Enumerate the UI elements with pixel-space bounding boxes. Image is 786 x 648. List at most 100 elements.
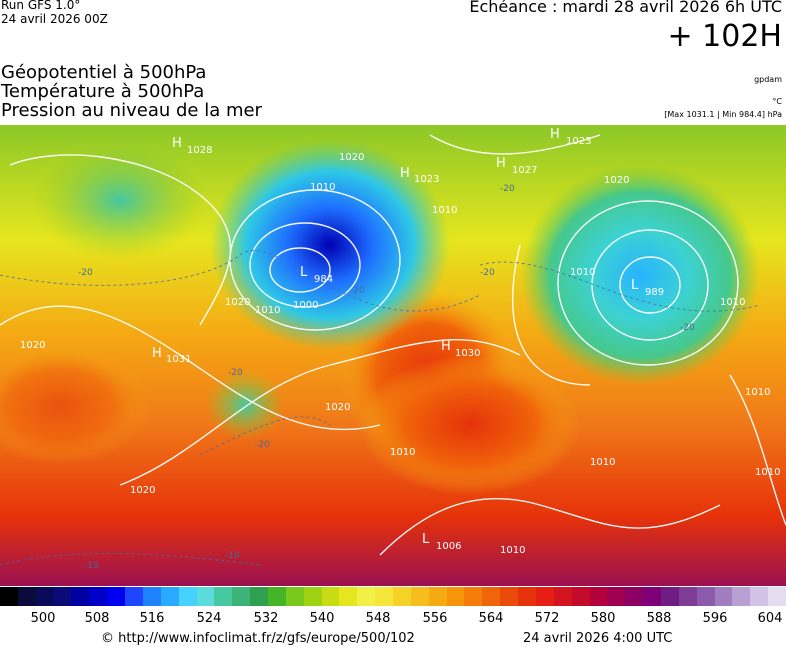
- scale-tick: 596: [702, 611, 728, 626]
- scale-swatch: [71, 587, 90, 606]
- unit-temperature: °C: [772, 97, 782, 106]
- scale-swatch: [303, 587, 323, 606]
- scale-swatch: [53, 587, 72, 606]
- pressure-center-value: 1028: [187, 145, 212, 156]
- isobar-label: 1010: [745, 387, 770, 398]
- scale-swatch: [0, 587, 19, 606]
- scale-tick: 604: [757, 611, 783, 626]
- scale-tick: 516: [139, 611, 165, 626]
- pressure-center-type: H: [172, 136, 182, 151]
- scale-swatch: [250, 587, 269, 606]
- copyright-url: © http://www.infoclimat.fr/z/gfs/europe/…: [101, 631, 415, 646]
- scale-swatch: [750, 587, 769, 606]
- scale-swatch: [125, 587, 144, 606]
- scale-tick: 548: [365, 611, 391, 626]
- scale-swatch: [428, 587, 448, 606]
- isobar-label: 1010: [755, 467, 780, 478]
- pressure-center-type: H: [400, 166, 410, 181]
- scale-swatch: [482, 587, 501, 606]
- pressure-range: [Max 1031.1 | Min 984.4] hPa: [664, 110, 782, 119]
- scale-swatch: [393, 587, 412, 606]
- scale-swatch: [160, 587, 180, 606]
- scale-swatch: [535, 587, 555, 606]
- pressure-center-type: H: [496, 156, 506, 171]
- scale-swatch: [518, 587, 537, 606]
- scale-tick: 572: [534, 611, 560, 626]
- forecast-lead-time: + 102H: [667, 19, 783, 54]
- scale-swatch: [375, 587, 394, 606]
- scale-tick: 508: [84, 611, 110, 626]
- scale-tick: 580: [590, 611, 616, 626]
- pressure-center-type: L: [300, 265, 308, 280]
- isobar-label: 1000: [293, 300, 318, 311]
- isobar-label: 1010: [590, 457, 615, 468]
- scale-swatch: [625, 587, 644, 606]
- scale-tick: 500: [30, 611, 56, 626]
- pressure-center-value: 1027: [512, 165, 537, 176]
- isobar-label: 1010: [720, 297, 745, 308]
- pressure-center-value: 1031: [166, 354, 191, 365]
- isotherm-label: -20: [255, 440, 270, 450]
- isobar-label: 1010: [500, 545, 525, 556]
- scale-swatch: [357, 587, 376, 606]
- isotherm-label: -10: [225, 551, 240, 561]
- scale-swatch: [696, 587, 716, 606]
- pressure-center-value: 1030: [455, 348, 480, 359]
- isobar-label: 1020: [604, 175, 629, 186]
- isotherm-label: -20: [350, 286, 365, 296]
- scale-swatch: [89, 587, 108, 606]
- isotherm-label: -10: [84, 561, 99, 571]
- pressure-center-type: L: [422, 532, 430, 547]
- scale-swatch: [678, 587, 698, 606]
- scale-swatch: [142, 587, 162, 606]
- isobar-label: 1010: [432, 205, 457, 216]
- scale-tick: 532: [253, 611, 279, 626]
- scale-swatch: [35, 587, 55, 606]
- scale-swatch: [107, 587, 126, 606]
- scale-swatch: [446, 587, 465, 606]
- scale-tick: 540: [309, 611, 335, 626]
- pressure-center-value: 984: [314, 274, 333, 285]
- forecast-valid-time: Echéance : mardi 28 avril 2026 6h UTC: [469, 0, 782, 16]
- isobar-label: 1020: [325, 402, 350, 413]
- pressure-center-value: 1023: [566, 136, 591, 147]
- weather-map: H 1028 H 1023 H 1023 H 1027 L 984 L 989 …: [0, 125, 786, 586]
- scale-tick: 588: [646, 611, 672, 626]
- pressure-center-value: 1023: [414, 174, 439, 185]
- scale-swatch: [410, 587, 430, 606]
- pressure-center-type: L: [631, 278, 639, 293]
- isobar-label: 1010: [390, 447, 415, 458]
- scale-tick: 524: [196, 611, 222, 626]
- scale-swatch: [643, 587, 662, 606]
- scale-swatch: [732, 587, 751, 606]
- scale-swatch: [589, 587, 608, 606]
- field-title-pressure: Pression au niveau de la mer: [1, 100, 262, 121]
- scale-swatch: [178, 587, 197, 606]
- isotherm-label: -20: [228, 368, 243, 378]
- run-date: 24 avril 2026 00Z: [1, 12, 108, 26]
- scale-swatch: [232, 587, 251, 606]
- field-title-geopotential: Géopotentiel à 500hPa: [1, 62, 207, 83]
- scale-swatch: [321, 587, 340, 606]
- run-label: Run GFS 1.0°: [1, 0, 81, 12]
- pressure-center-type: H: [152, 346, 162, 361]
- scale-tick: 564: [478, 611, 504, 626]
- pressure-center-type: H: [441, 339, 451, 354]
- scale-swatch: [17, 587, 37, 606]
- isobar-label: 1020: [20, 340, 45, 351]
- isotherm-label: -20: [78, 268, 93, 278]
- field-title-temperature: Température à 500hPa: [1, 81, 205, 102]
- unit-geopotential: gpdam: [754, 75, 782, 84]
- isotherm-label: -20: [680, 323, 695, 333]
- scale-swatch: [768, 587, 786, 606]
- pressure-center-type: H: [550, 127, 560, 142]
- generation-time: 24 avril 2026 4:00 UTC: [523, 631, 673, 646]
- scale-swatch: [464, 587, 483, 606]
- scale-swatch: [214, 587, 233, 606]
- scale-tick: 556: [422, 611, 448, 626]
- scale-swatch: [714, 587, 733, 606]
- scale-swatch: [500, 587, 519, 606]
- isotherm-label: -20: [480, 268, 495, 278]
- isotherm-label: -20: [500, 184, 515, 194]
- scale-swatch: [660, 587, 680, 606]
